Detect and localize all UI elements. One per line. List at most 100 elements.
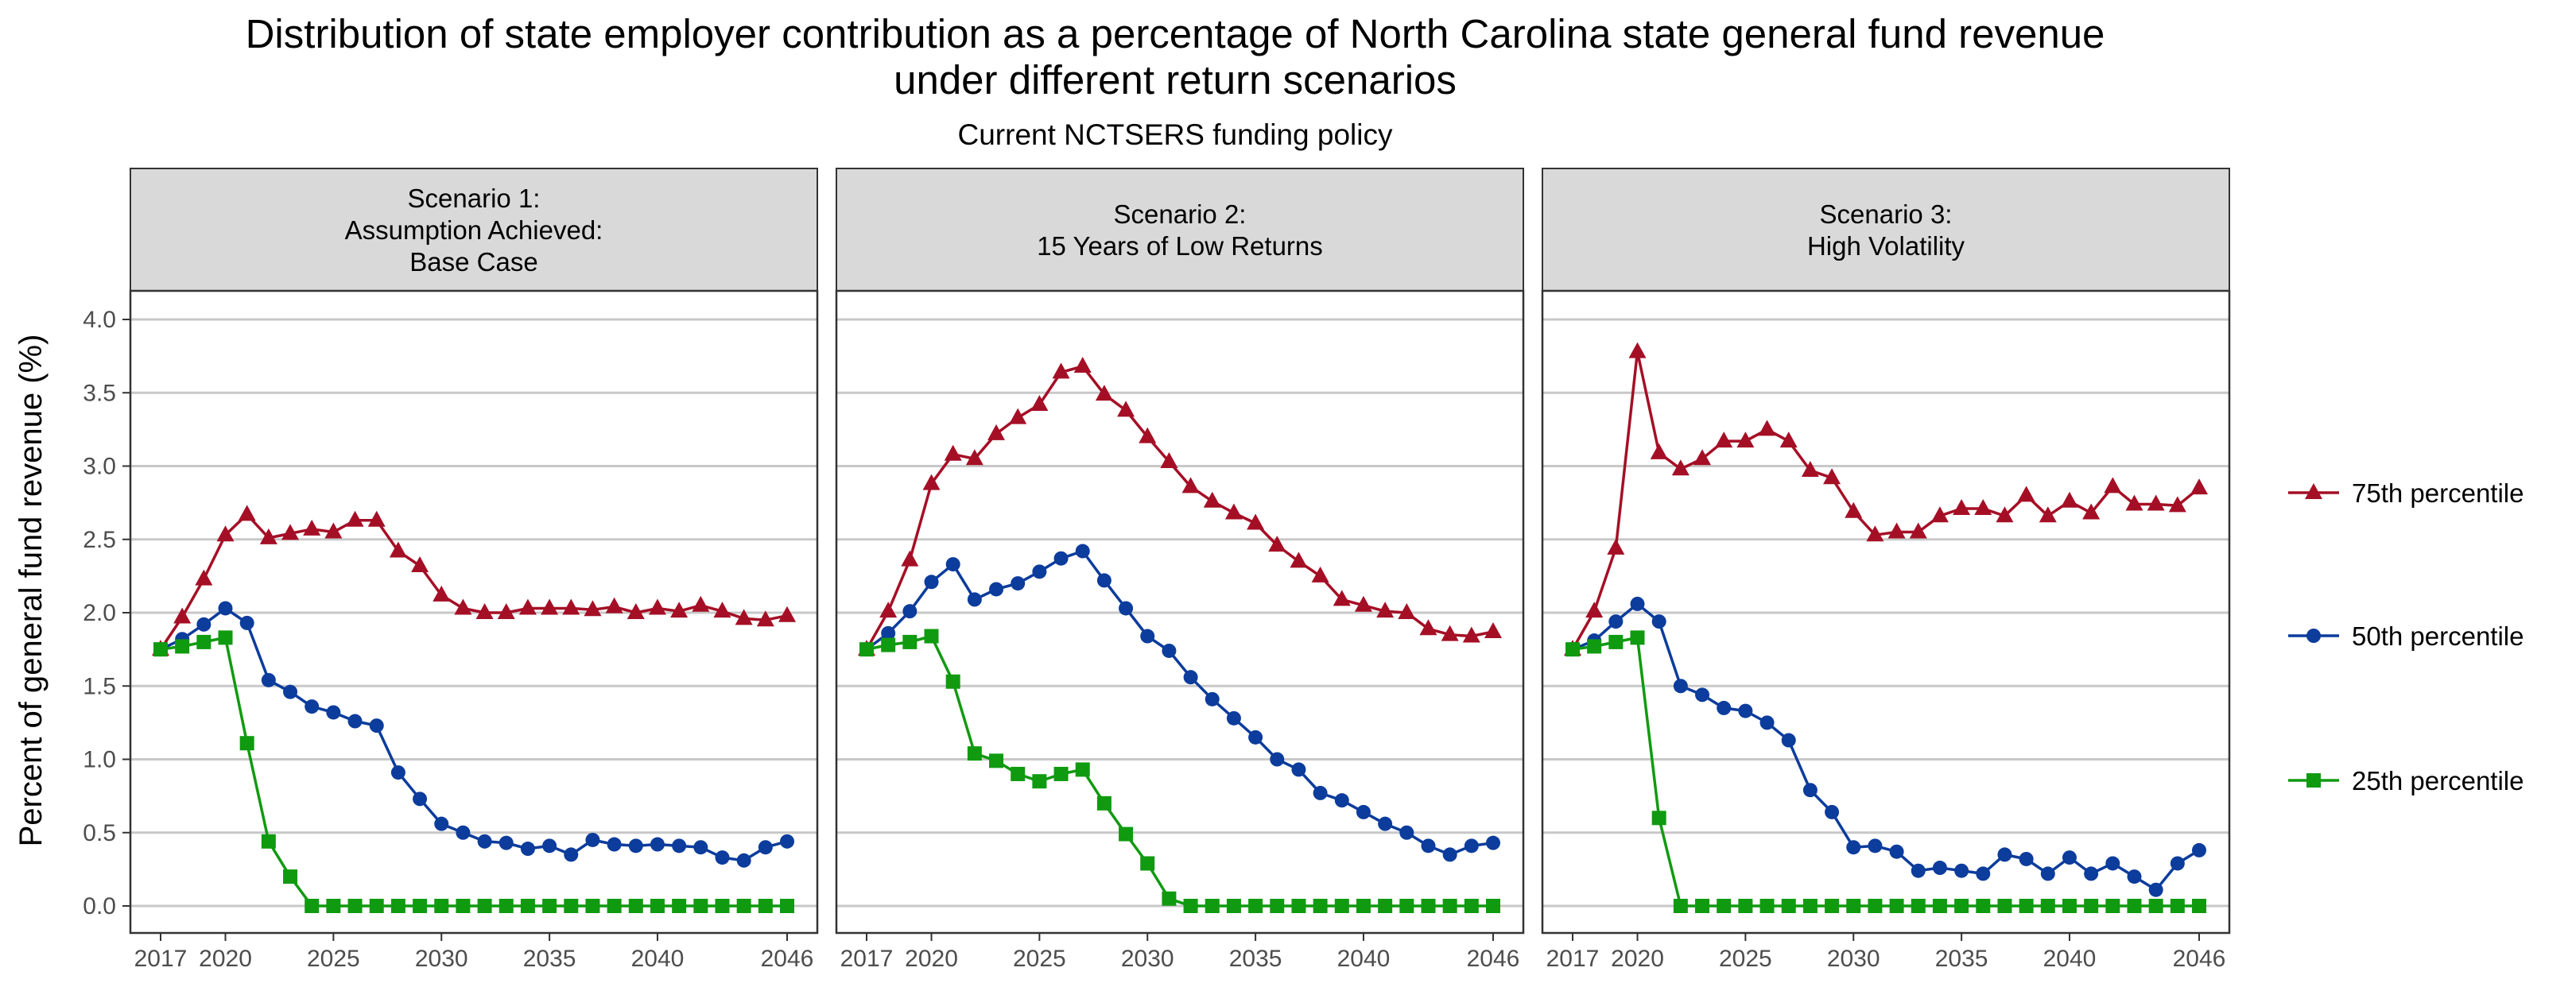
- chart-title: Distribution of state employer contribut…: [246, 11, 2105, 103]
- data-point: [1053, 551, 1069, 566]
- data-point: [1717, 899, 1732, 913]
- x-tick-label: 2020: [199, 946, 252, 972]
- data-point: [965, 449, 983, 466]
- data-point: [390, 765, 405, 780]
- facet-strip-background: [1542, 168, 2230, 292]
- data-point: [1399, 899, 1414, 913]
- series-group: [859, 544, 1500, 862]
- data-point: [2147, 494, 2165, 511]
- data-point: [1226, 710, 1241, 726]
- data-point: [672, 838, 687, 853]
- data-point: [607, 899, 622, 913]
- data-point: [303, 519, 321, 536]
- data-point: [1671, 459, 1690, 476]
- data-point: [564, 899, 579, 913]
- data-point: [1270, 899, 1285, 913]
- data-point: [1442, 847, 1457, 862]
- data-point: [585, 899, 600, 913]
- data-point: [305, 899, 320, 913]
- data-point: [2105, 899, 2120, 913]
- data-point: [2062, 850, 2077, 865]
- data-point: [901, 550, 919, 567]
- data-point: [1053, 766, 1069, 781]
- facet-strip: Scenario 2:15 Years of Low Returns: [836, 168, 1524, 292]
- data-point: [1270, 752, 1285, 767]
- data-point: [520, 899, 535, 913]
- data-point: [879, 602, 898, 618]
- data-point: [1997, 899, 2012, 913]
- data-point: [499, 835, 514, 850]
- data-point: [195, 569, 213, 586]
- x-tick-label: 2025: [1013, 946, 1066, 972]
- data-point: [922, 474, 941, 490]
- data-point: [2040, 866, 2055, 881]
- data-point: [1866, 525, 1884, 542]
- data-point: [477, 834, 492, 849]
- chart-subtitle: Current NCTSERS funding policy: [958, 118, 1393, 151]
- data-point: [1974, 499, 1992, 516]
- data-point: [1715, 432, 1733, 448]
- facet-strip-label: Base Case: [409, 247, 537, 277]
- data-point: [2148, 899, 2163, 913]
- facet-strip-label: 15 Years of Low Returns: [1037, 231, 1323, 261]
- data-point: [1608, 634, 1624, 649]
- x-tick-label: 2040: [1337, 946, 1391, 972]
- data-point: [196, 634, 211, 649]
- x-tick-label: 2020: [905, 946, 958, 972]
- data-point: [2019, 851, 2034, 866]
- data-point: [1759, 899, 1775, 913]
- data-point: [454, 598, 472, 615]
- data-point: [346, 510, 364, 527]
- data-point: [1032, 564, 1047, 579]
- data-point: [1399, 825, 1414, 840]
- data-point: [542, 899, 557, 913]
- plot-border: [1541, 289, 2231, 935]
- data-point: [1442, 899, 1457, 913]
- data-point: [670, 602, 689, 618]
- data-point: [1139, 427, 1157, 443]
- data-point: [1398, 603, 1416, 619]
- data-point: [259, 528, 277, 544]
- legend-key-marker: [2306, 629, 2321, 643]
- data-point: [881, 625, 896, 641]
- data-point: [499, 899, 514, 913]
- data-point: [1486, 835, 1500, 850]
- data-point: [1378, 816, 1393, 831]
- data-point: [1976, 866, 1991, 881]
- x-tick-label: 2035: [523, 946, 576, 972]
- data-point: [2170, 856, 2185, 871]
- x-tick-label: 2030: [415, 946, 468, 972]
- data-point: [1887, 522, 1906, 539]
- facet-strip: Scenario 3:High Volatility: [1542, 168, 2230, 292]
- data-point: [1333, 590, 1351, 606]
- legend-item: 50th percentile: [2288, 621, 2524, 651]
- data-point: [1011, 766, 1026, 781]
- data-point: [1759, 715, 1775, 730]
- data-point: [584, 600, 602, 617]
- data-point: [2060, 491, 2078, 508]
- data-point: [411, 555, 429, 572]
- y-tick-label: 2.0: [83, 600, 116, 626]
- data-point: [1073, 357, 1092, 374]
- data-point: [305, 699, 320, 714]
- data-point: [413, 899, 428, 913]
- x-tick-label: 2040: [2043, 946, 2097, 972]
- data-point: [475, 603, 494, 619]
- x-tick-label: 2020: [1611, 946, 1664, 972]
- data-point: [1205, 899, 1220, 913]
- data-point: [389, 541, 407, 558]
- data-point: [1441, 625, 1459, 641]
- data-point: [2104, 477, 2122, 494]
- facet-strip-label: High Volatility: [1807, 231, 1965, 261]
- data-point: [1484, 621, 1502, 638]
- data-point: [2062, 899, 2077, 913]
- data-point: [1608, 614, 1624, 629]
- data-point: [1781, 899, 1796, 913]
- y-tick-label: 4.0: [83, 307, 116, 333]
- chart-title-line-1: Distribution of state employer contribut…: [246, 11, 2105, 56]
- series-group: [153, 630, 794, 913]
- data-point: [1183, 670, 1198, 685]
- data-point: [433, 585, 451, 602]
- data-point: [628, 838, 643, 853]
- data-point: [2168, 496, 2186, 513]
